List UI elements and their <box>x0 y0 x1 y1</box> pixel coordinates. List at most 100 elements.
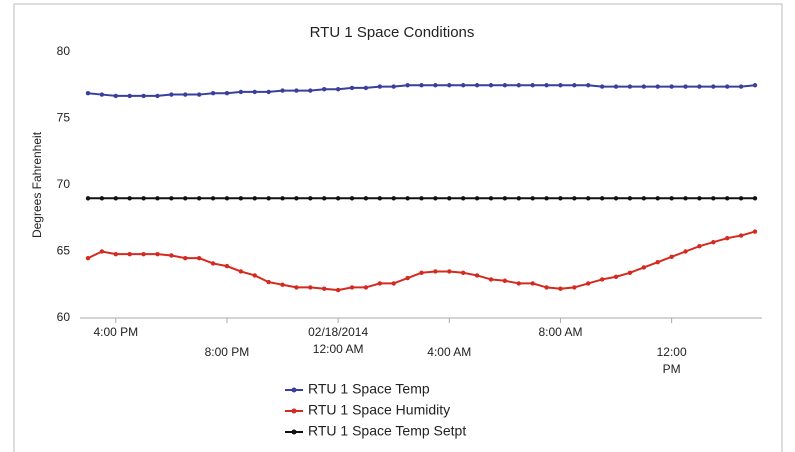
data-point <box>738 84 744 89</box>
data-point <box>349 285 355 290</box>
data-point <box>558 286 563 291</box>
data-point <box>641 84 647 89</box>
data-point <box>335 287 341 293</box>
y-tick-label: 65 <box>57 244 71 258</box>
data-point <box>377 281 383 286</box>
data-point <box>502 278 508 283</box>
data-point <box>405 275 410 281</box>
data-point <box>155 93 160 99</box>
data-point <box>210 261 216 266</box>
data-point <box>433 269 438 274</box>
data-point <box>183 255 188 261</box>
data-point <box>99 249 105 254</box>
data-point <box>210 91 216 96</box>
data-point <box>516 83 521 88</box>
y-tick-label: 70 <box>57 177 71 191</box>
data-point <box>474 196 480 201</box>
data-point <box>544 285 549 290</box>
data-point <box>141 196 146 201</box>
data-point <box>322 286 327 291</box>
data-point <box>725 84 730 89</box>
data-point <box>363 285 369 290</box>
data-point <box>447 83 452 88</box>
x-tick-label: 4:00 PM <box>93 325 138 339</box>
data-point <box>558 196 563 201</box>
data-point <box>266 279 271 285</box>
y-tick-label: 60 <box>57 310 71 324</box>
legend-marker <box>291 387 297 393</box>
data-point <box>99 196 105 201</box>
data-point <box>683 249 688 254</box>
data-point <box>85 255 91 261</box>
data-point <box>488 196 494 201</box>
data-point <box>669 254 674 260</box>
data-point <box>99 92 105 97</box>
data-point <box>738 196 744 201</box>
x-tick-label: 4:00 AM <box>427 345 471 359</box>
data-point <box>655 196 660 201</box>
data-point <box>641 196 647 201</box>
data-point <box>460 270 466 275</box>
data-point <box>294 88 299 93</box>
data-point <box>363 85 369 91</box>
data-point <box>280 196 285 201</box>
data-point <box>711 84 716 89</box>
data-point <box>655 259 660 265</box>
data-point <box>183 92 188 97</box>
data-point <box>391 84 396 89</box>
frame <box>13 3 783 452</box>
data-point <box>224 196 230 201</box>
data-point <box>502 83 508 88</box>
data-point <box>127 93 132 99</box>
data-point <box>196 196 202 201</box>
data-point <box>530 196 535 201</box>
x-tick-label: 12:00 PM <box>657 345 687 376</box>
data-point <box>252 196 257 201</box>
data-point <box>586 281 591 286</box>
data-point <box>322 87 327 92</box>
chart-title: RTU 1 Space Conditions <box>310 24 475 41</box>
legend-label: RTU 1 Space Temp <box>308 381 430 397</box>
data-point <box>711 239 716 245</box>
data-point <box>433 83 438 88</box>
data-point <box>516 196 521 201</box>
data-point <box>599 196 605 201</box>
legend-label: RTU 1 Space Humidity <box>308 402 450 418</box>
data-point <box>599 277 605 282</box>
data-point <box>752 83 758 88</box>
data-point <box>280 282 285 287</box>
data-point <box>85 196 91 201</box>
data-point <box>405 83 410 88</box>
data-point <box>196 92 202 97</box>
data-point <box>586 83 591 88</box>
data-point <box>169 253 174 258</box>
data-point <box>224 263 230 269</box>
data-point <box>405 196 410 201</box>
data-point <box>447 269 452 274</box>
data-point <box>294 285 299 290</box>
data-point <box>127 196 132 201</box>
data-point <box>683 84 688 89</box>
data-point <box>447 196 452 201</box>
data-point <box>127 251 132 257</box>
data-point <box>238 89 244 95</box>
data-point <box>697 84 702 89</box>
data-point <box>641 265 647 270</box>
data-point <box>294 196 299 201</box>
data-point <box>266 196 271 201</box>
data-point <box>113 93 118 99</box>
data-point <box>572 83 577 88</box>
data-point <box>210 196 216 201</box>
data-point <box>627 84 633 89</box>
data-point <box>308 88 313 93</box>
data-point <box>516 281 521 286</box>
data-point <box>697 243 702 249</box>
data-point <box>669 196 674 201</box>
data-point <box>377 196 383 201</box>
x-tick-label: 8:00 AM <box>538 325 582 339</box>
data-point <box>169 196 174 201</box>
data-point <box>544 196 549 201</box>
data-point <box>85 91 91 96</box>
y-axis-label: Degrees Fahrenheit <box>30 131 44 238</box>
data-point <box>308 196 313 201</box>
